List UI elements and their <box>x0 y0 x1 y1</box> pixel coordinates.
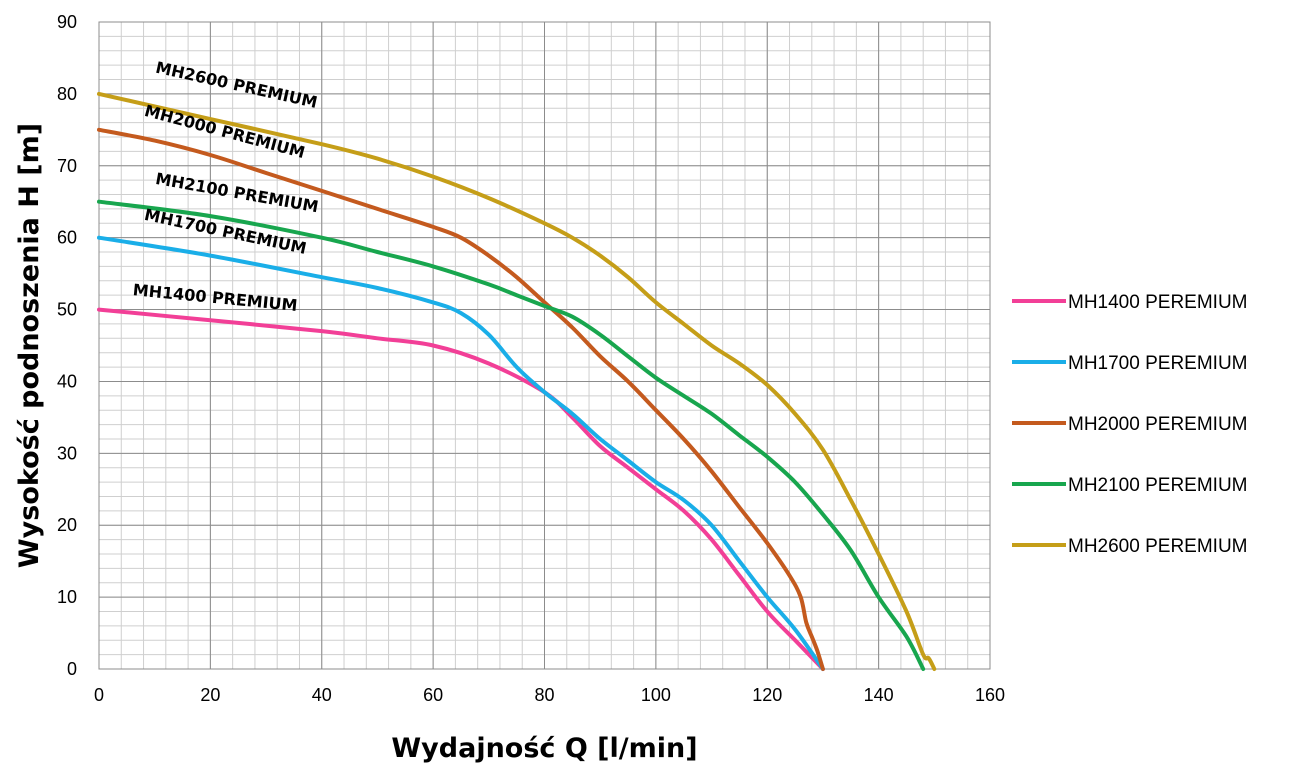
x-tick-label: 20 <box>200 685 220 705</box>
y-tick-label: 40 <box>57 371 77 391</box>
y-tick-label: 30 <box>57 443 77 463</box>
legend-entry-1: MH1400 PEREMIUM <box>1068 292 1248 313</box>
y-tick-label: 50 <box>57 300 77 320</box>
y-tick-label: 70 <box>57 156 77 176</box>
x-tick-label: 140 <box>864 685 894 705</box>
y-tick-label: 20 <box>57 515 77 535</box>
y-tick-label: 90 <box>57 12 77 32</box>
tick-labels: 0 20 40 60 80 100 120 140 160 0 10 20 30 40 50 60 70 80 90 <box>57 12 1005 705</box>
x-axis-title: Wydajność Q [l/min] <box>391 733 697 764</box>
series-line-5 <box>97 91 937 671</box>
legend: MH1400 PEREMIUM MH1700 PEREMIUM MH2000 PER… <box>1012 292 1248 557</box>
legend-entry-2: MH1700 PEREMIUM <box>1068 353 1248 374</box>
series-line-4 <box>97 199 926 671</box>
series-line-2 <box>97 235 825 671</box>
y-tick-label: 0 <box>67 659 77 679</box>
x-tick-label: 60 <box>423 685 443 705</box>
curve-label: MH2000 PREMIUM <box>143 101 307 162</box>
x-tick-label: 100 <box>641 685 671 705</box>
series-line-3 <box>97 127 825 671</box>
series-curves <box>97 91 937 671</box>
x-tick-label: 0 <box>94 685 104 705</box>
legend-entry-4: MH2100 PEREMIUM <box>1068 475 1248 496</box>
legend-entry-3: MH2000 PEREMIUM <box>1068 414 1248 435</box>
plot-frame <box>98 21 991 670</box>
series-line-1 <box>97 307 825 671</box>
y-tick-label: 10 <box>57 587 77 607</box>
curve-label: MH2600 PREMIUM <box>154 58 319 112</box>
y-tick-label: 80 <box>57 84 77 104</box>
y-tick-label: 60 <box>57 228 77 248</box>
legend-entry-5: MH2600 PEREMIUM <box>1068 536 1248 557</box>
y-axis-title: Wysokość podnoszenia H [m] <box>14 123 45 568</box>
x-tick-label: 80 <box>534 685 554 705</box>
x-tick-label: 40 <box>312 685 332 705</box>
x-tick-label: 160 <box>975 685 1005 705</box>
x-tick-label: 120 <box>752 685 782 705</box>
